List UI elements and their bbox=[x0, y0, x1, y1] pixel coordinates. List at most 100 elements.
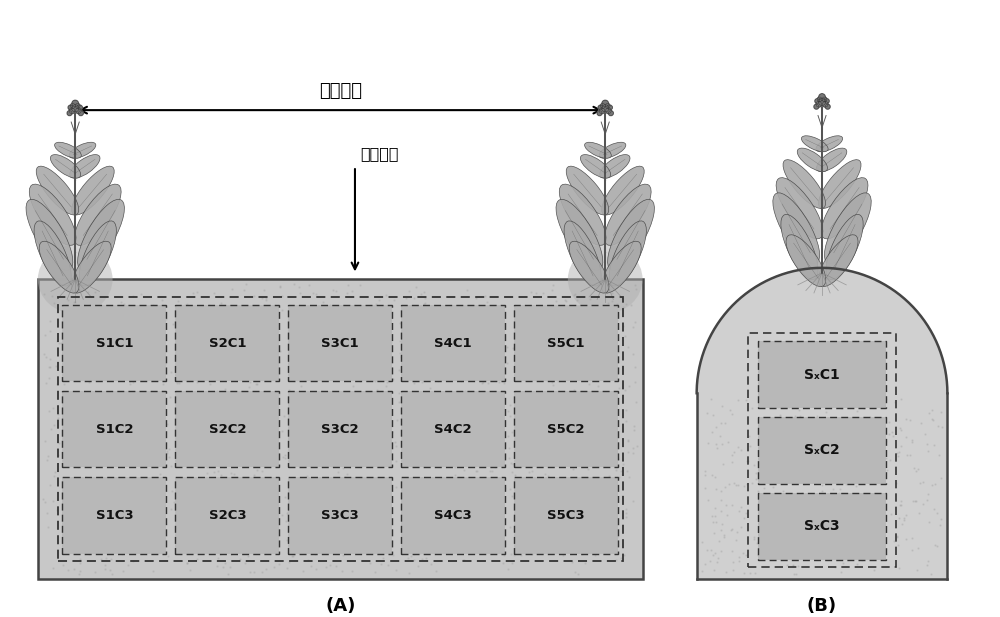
Point bbox=[588, 536, 604, 545]
Point bbox=[617, 384, 633, 394]
Point bbox=[570, 428, 586, 438]
Point bbox=[840, 529, 856, 539]
Point bbox=[846, 428, 862, 438]
Point bbox=[323, 536, 339, 545]
Point bbox=[337, 505, 353, 515]
Point bbox=[849, 559, 865, 569]
Point bbox=[850, 426, 866, 436]
Point bbox=[448, 323, 464, 333]
Point bbox=[545, 462, 561, 471]
Point bbox=[434, 571, 450, 581]
Point bbox=[496, 550, 512, 560]
Point bbox=[374, 351, 390, 361]
Point bbox=[52, 329, 68, 339]
Point bbox=[239, 344, 255, 354]
Point bbox=[364, 500, 380, 510]
Point bbox=[478, 494, 494, 504]
Point bbox=[430, 357, 446, 366]
Point bbox=[485, 534, 501, 544]
Point bbox=[247, 450, 263, 460]
Point bbox=[383, 337, 399, 347]
Point bbox=[330, 539, 346, 549]
Point bbox=[367, 329, 383, 339]
Point bbox=[316, 470, 332, 479]
Point bbox=[461, 524, 477, 534]
Point bbox=[49, 379, 65, 389]
Point bbox=[612, 424, 628, 434]
Point bbox=[742, 568, 758, 578]
Point bbox=[837, 471, 853, 481]
Point bbox=[455, 302, 471, 312]
Bar bbox=[62, 477, 166, 553]
Point bbox=[450, 471, 466, 481]
Point bbox=[449, 491, 465, 500]
Point bbox=[600, 326, 616, 336]
Bar bbox=[758, 341, 886, 408]
Point bbox=[297, 349, 313, 358]
Point bbox=[400, 423, 416, 433]
Point bbox=[138, 446, 154, 456]
Ellipse shape bbox=[600, 155, 630, 178]
Point bbox=[921, 408, 937, 418]
Point bbox=[443, 506, 459, 516]
Point bbox=[130, 374, 146, 384]
Point bbox=[890, 451, 906, 461]
Point bbox=[116, 526, 132, 536]
Point bbox=[81, 555, 97, 565]
Point bbox=[460, 363, 476, 373]
Point bbox=[838, 479, 854, 489]
Point bbox=[833, 404, 849, 413]
Point bbox=[74, 516, 90, 526]
Point bbox=[389, 499, 405, 509]
Ellipse shape bbox=[601, 241, 641, 293]
Point bbox=[229, 441, 245, 451]
Point bbox=[84, 336, 100, 346]
Point bbox=[210, 466, 226, 476]
Point bbox=[571, 473, 587, 482]
Point bbox=[488, 434, 504, 444]
Bar bbox=[758, 492, 886, 560]
Point bbox=[413, 336, 429, 346]
Point bbox=[396, 491, 412, 501]
Point bbox=[408, 282, 424, 292]
Point bbox=[163, 461, 179, 471]
Point bbox=[74, 394, 90, 404]
Point bbox=[88, 402, 104, 412]
Point bbox=[198, 545, 214, 555]
Point bbox=[108, 453, 124, 463]
Point bbox=[102, 507, 118, 517]
Bar bbox=[758, 417, 886, 484]
Point bbox=[355, 434, 371, 444]
Point bbox=[416, 287, 432, 297]
Point bbox=[388, 354, 404, 364]
Point bbox=[143, 396, 159, 406]
Point bbox=[618, 416, 634, 426]
Point bbox=[39, 508, 55, 518]
Point bbox=[874, 469, 890, 479]
Bar bbox=[401, 305, 505, 381]
Point bbox=[569, 324, 585, 334]
Point bbox=[156, 457, 172, 466]
Point bbox=[621, 473, 637, 482]
Point bbox=[605, 505, 621, 515]
Point bbox=[424, 506, 440, 516]
Point bbox=[80, 287, 96, 297]
Point bbox=[235, 546, 251, 556]
Point bbox=[605, 378, 621, 388]
Point bbox=[775, 486, 791, 495]
Point bbox=[223, 496, 239, 506]
Point bbox=[488, 535, 504, 545]
Point bbox=[833, 568, 849, 578]
Point bbox=[56, 405, 72, 415]
Text: S2C3: S2C3 bbox=[209, 509, 246, 522]
Point bbox=[500, 565, 516, 574]
Point bbox=[342, 462, 358, 472]
Point bbox=[438, 506, 454, 516]
Bar bbox=[401, 391, 505, 468]
Point bbox=[443, 482, 459, 492]
Point bbox=[929, 508, 945, 518]
Point bbox=[170, 565, 186, 575]
Point bbox=[455, 426, 471, 436]
Point bbox=[138, 398, 154, 408]
Point bbox=[447, 396, 463, 406]
